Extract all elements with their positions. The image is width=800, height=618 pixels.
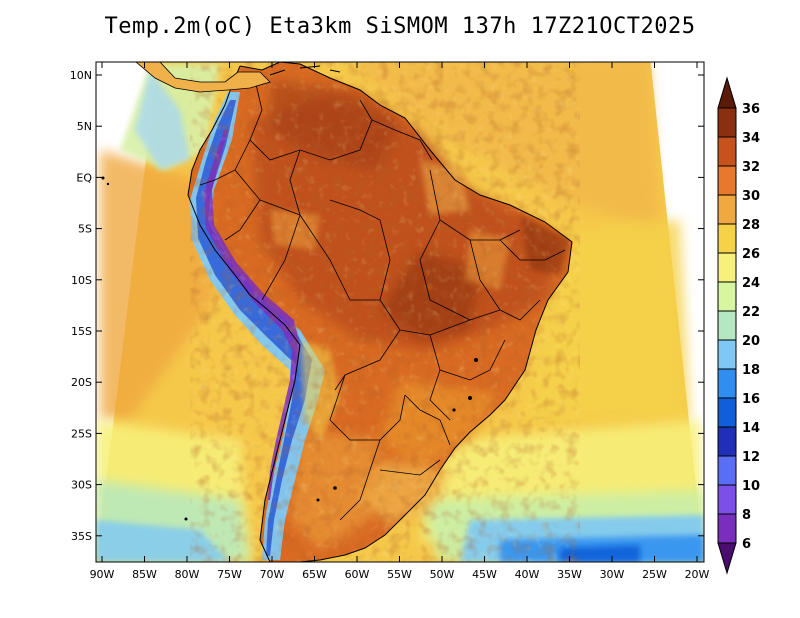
lat-label: 30S (71, 479, 92, 492)
colorbar-arrow-low (717, 542, 737, 575)
lon-label: 55W (387, 568, 412, 581)
colorbar-label: 18 (742, 363, 760, 378)
colorbar-segment (717, 368, 737, 399)
colorbar-label: 34 (742, 131, 760, 146)
lon-label: 45W (472, 568, 497, 581)
colorbar-segment (717, 252, 737, 283)
lon-label: 80W (175, 568, 200, 581)
lat-label: EQ (76, 171, 92, 184)
colorbar-segment (717, 165, 737, 196)
colorbar-label: 32 (742, 160, 760, 175)
lat-label: 10N (70, 69, 92, 82)
colorbar-segment (717, 339, 737, 370)
colorbar-label: 30 (742, 189, 760, 204)
colorbar: 36 34 32 30 28 26 24 22 20 18 16 14 12 10 8 6 (717, 76, 760, 575)
colorbar-label: 24 (742, 276, 760, 291)
lat-label: 10S (71, 274, 92, 287)
lon-label: 25W (642, 568, 667, 581)
coastline (187, 62, 573, 562)
pacific-warm-ocean (100, 150, 215, 420)
colorbar-label: 28 (742, 218, 760, 233)
colorbar-label: 16 (742, 392, 760, 407)
lakes (101, 176, 478, 521)
lon-label: 50W (430, 568, 455, 581)
longitude-axis: 90W 85W 80W 75W 70W 65W 60W 55W 50W 45W 40W 35W 30W 2… (90, 62, 710, 581)
colorbar-segment (717, 455, 737, 486)
colorbar-label: 8 (742, 508, 751, 523)
colorbar-segment (717, 107, 737, 138)
lon-label: 30W (600, 568, 625, 581)
colorbar-label: 6 (742, 537, 751, 552)
lon-label: 75W (217, 568, 242, 581)
country-borders (199, 79, 566, 521)
lon-label: 40W (515, 568, 540, 581)
colorbar-segment (717, 223, 737, 254)
colorbar-segment (717, 397, 737, 428)
colorbar-segment (717, 136, 737, 167)
lon-label: 70W (260, 568, 285, 581)
latitude-axis: 10N 5N EQ 5S 10S 15S 20S 25S 30S 35S (70, 69, 704, 543)
lat-label: 5S (78, 223, 92, 236)
map-field (96, 62, 704, 562)
lon-label: 85W (132, 568, 157, 581)
lon-label: 20W (685, 568, 710, 581)
lon-label: 90W (90, 568, 115, 581)
lon-label: 35W (557, 568, 582, 581)
colorbar-segment (717, 484, 737, 515)
colorbar-segment (717, 281, 737, 312)
lat-label: 25S (71, 427, 92, 440)
pacific-cool-tongue (135, 70, 190, 170)
lat-label: 20S (71, 376, 92, 389)
colorbar-label: 20 (742, 334, 760, 349)
colorbar-label: 12 (742, 450, 760, 465)
lat-label: 15S (71, 325, 92, 338)
caribbean-islands (269, 65, 341, 76)
lat-label: 35S (71, 530, 92, 543)
colorbar-label: 26 (742, 247, 760, 262)
colorbar-segment (717, 426, 737, 457)
colorbar-segment (717, 310, 737, 341)
colorbar-label: 22 (742, 305, 760, 320)
colorbar-label: 10 (742, 479, 760, 494)
land-texture-light (190, 62, 580, 562)
colorbar-label: 14 (742, 421, 760, 436)
lon-label: 65W (302, 568, 327, 581)
lon-label: 60W (345, 568, 370, 581)
colorbar-label: 36 (742, 102, 760, 117)
lat-label: 5N (77, 120, 92, 133)
colorbar-segment (717, 513, 737, 544)
colorbar-arrow-high (717, 76, 737, 109)
central-america (135, 62, 271, 93)
colorbar-segment (717, 194, 737, 225)
map-title: Temp.2m(oC) Eta3km SiSMOM 137h 17Z21OCT2… (104, 14, 696, 39)
